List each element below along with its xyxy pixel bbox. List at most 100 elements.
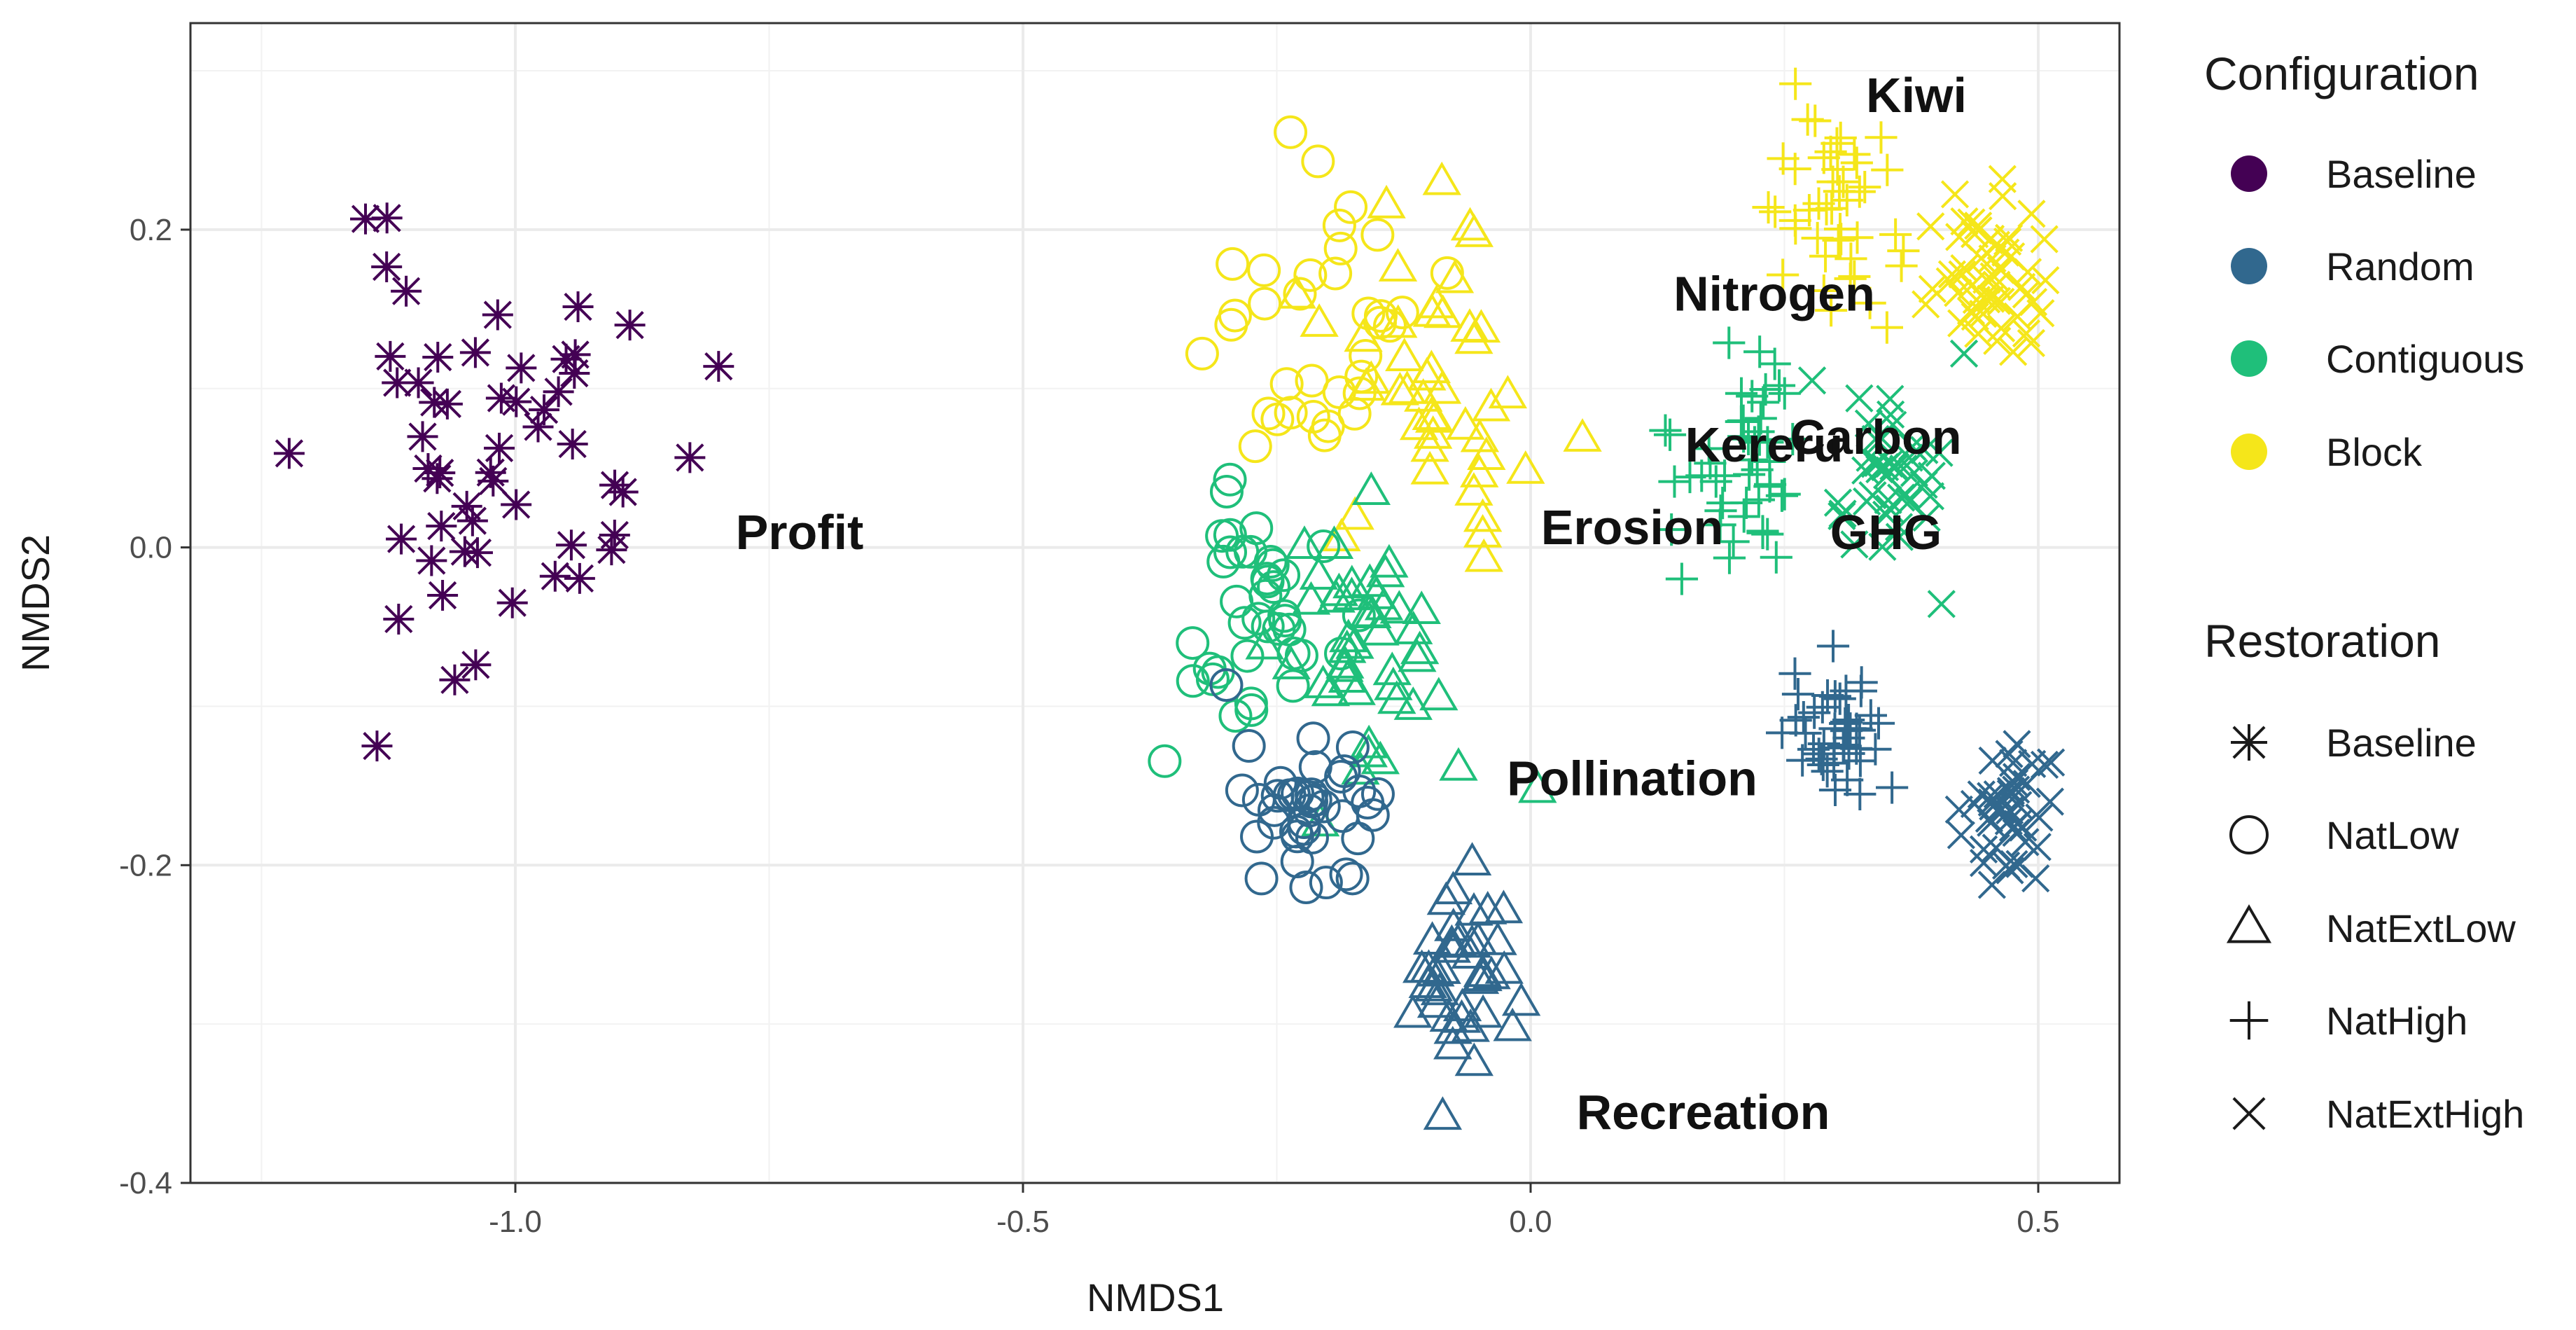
data-point <box>1767 258 1799 291</box>
data-point <box>1324 637 1358 671</box>
data-point <box>1653 418 1687 451</box>
data-point <box>1298 783 1332 817</box>
data-point <box>496 587 528 618</box>
legend-label-contiguous: Contiguous <box>2326 337 2524 381</box>
data-point <box>562 291 594 323</box>
legend-shape-keys <box>2226 724 2272 1130</box>
data-point <box>522 411 554 443</box>
data-point <box>1488 375 1528 409</box>
data-point <box>1478 921 1517 955</box>
data-point <box>1868 532 1897 561</box>
data-point <box>1227 606 1262 640</box>
legend-shape-plus <box>2229 1001 2269 1040</box>
data-point <box>1977 788 2006 817</box>
data-point <box>1699 465 1732 498</box>
legend-label-block: Block <box>2326 430 2423 474</box>
data-point <box>1864 448 1893 478</box>
data-point <box>1563 418 1602 452</box>
data-point <box>1241 782 1276 817</box>
data-point <box>1296 721 1330 756</box>
data-point <box>1484 950 1524 984</box>
data-point <box>1328 659 1367 693</box>
data-point <box>1450 207 1490 241</box>
data-point <box>1277 275 1316 309</box>
data-point <box>1717 525 1750 558</box>
data-point <box>1303 665 1343 698</box>
data-point <box>1854 409 1884 438</box>
y-tick-label: 0.0 <box>130 531 172 565</box>
data-point <box>1944 795 1973 824</box>
x-tick-label: 0.5 <box>2017 1205 2059 1239</box>
data-point <box>1799 104 1832 137</box>
legend-configuration-title: Configuration <box>2204 48 2479 99</box>
data-point <box>416 545 447 576</box>
data-point <box>1367 184 1406 219</box>
data-point <box>1927 590 1956 618</box>
x-tick-label: -1.0 <box>489 1205 542 1239</box>
data-point <box>1433 1010 1473 1044</box>
legend-label-natextlow: NatExtLow <box>2326 906 2516 950</box>
data-point <box>557 429 588 460</box>
data-point <box>1344 318 1383 352</box>
data-point <box>1372 309 1407 343</box>
data-point <box>1241 602 1276 636</box>
data-point <box>1827 165 1860 198</box>
data-point <box>424 457 456 489</box>
data-point <box>1385 296 1419 330</box>
data-point <box>1867 424 1896 453</box>
data-point <box>1977 782 2005 810</box>
data-point <box>426 511 457 542</box>
legend-restoration: Restoration Baseline NatLow NatExtLow Na… <box>2204 615 2524 1136</box>
data-point <box>371 202 403 234</box>
data-point <box>1342 598 1376 632</box>
data-point <box>2017 328 2046 358</box>
data-point <box>1501 982 1541 1016</box>
data-point <box>419 387 450 418</box>
data-point <box>1301 144 1335 179</box>
data-point <box>1964 319 1993 348</box>
data-point <box>1307 789 1341 824</box>
data-point <box>1328 629 1367 663</box>
data-point <box>1743 423 1776 456</box>
data-point <box>614 310 646 341</box>
data-point <box>475 457 506 488</box>
data-point <box>1727 500 1760 533</box>
data-point <box>1925 438 1954 467</box>
data-point <box>1742 483 1775 516</box>
data-point <box>1225 773 1259 808</box>
data-point <box>1732 458 1766 491</box>
legend-label-random: Random <box>2326 244 2474 289</box>
data-point <box>1230 639 1265 673</box>
data-point <box>1238 429 1272 464</box>
data-point <box>1493 1007 1532 1041</box>
legend-shape-circle <box>2229 815 2269 854</box>
data-point <box>1760 541 1792 574</box>
data-point <box>1895 487 1923 516</box>
data-point <box>1335 730 1370 764</box>
data-point <box>1778 153 1811 186</box>
data-point <box>1658 465 1691 498</box>
data-point <box>1176 626 1210 660</box>
data-point <box>1809 240 1842 272</box>
data-point <box>1335 496 1374 530</box>
data-point <box>1209 668 1244 702</box>
data-point <box>1986 314 2016 342</box>
data-point <box>1377 680 1416 714</box>
data-point <box>1797 366 1827 395</box>
data-point <box>1853 286 1886 319</box>
y-tick-label: -0.2 <box>119 848 172 882</box>
variable-label: Kiwi <box>1866 68 1967 123</box>
data-point <box>1854 699 1887 732</box>
data-point <box>1948 260 1977 289</box>
data-point <box>1454 320 1494 354</box>
data-point <box>1845 384 1874 413</box>
data-point <box>1789 716 1822 750</box>
data-point <box>1452 842 1492 875</box>
data-point <box>1325 648 1364 682</box>
data-point <box>1213 518 1247 552</box>
legend-label-baseline-shape: Baseline <box>2326 721 2477 765</box>
data-point <box>2017 200 2046 228</box>
data-point <box>1999 338 2028 366</box>
data-point <box>1865 121 1898 154</box>
data-point <box>1727 420 1760 453</box>
